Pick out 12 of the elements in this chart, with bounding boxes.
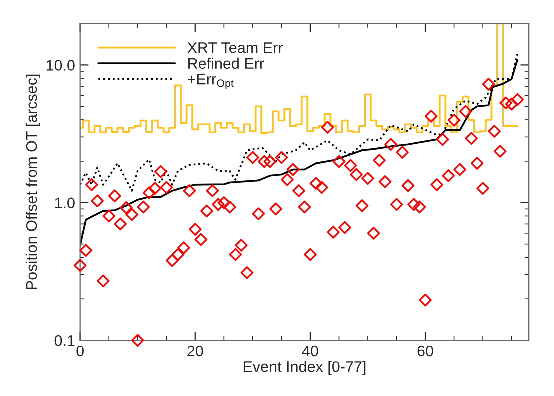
y-axis-title: Position Offset from OT [arcsec] <box>26 74 40 290</box>
x-axis-title: Event Index [0-77] <box>244 361 366 376</box>
x-tick-label: 20 <box>188 346 204 357</box>
x-tick-label: 60 <box>418 346 434 357</box>
x-tick-label: 40 <box>302 346 318 357</box>
y-tick-label: 0.1 <box>54 335 75 346</box>
y-tick-label: 10.0 <box>46 60 75 71</box>
x-tick-label: 0 <box>76 346 84 357</box>
legend-label: XRT Team Err <box>188 42 283 54</box>
legend-label: Refined Err <box>188 58 264 70</box>
legend-label: +Err$_{Opt}$ <box>188 74 234 90</box>
y-tick-label: 1.0 <box>55 198 75 209</box>
